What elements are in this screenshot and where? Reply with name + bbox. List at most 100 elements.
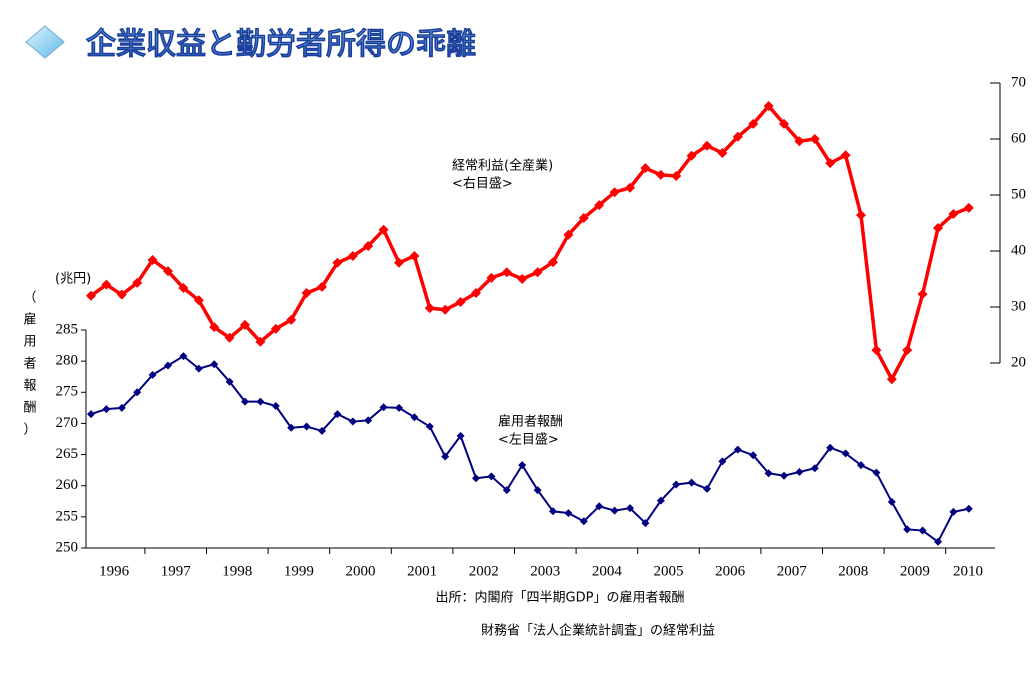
series-marker — [595, 502, 604, 511]
series-marker — [194, 364, 203, 373]
x-tick-label: 2007 — [777, 563, 808, 579]
series-marker — [809, 134, 820, 144]
series-marker — [903, 525, 912, 534]
series-marker — [409, 251, 420, 262]
series-marker — [672, 480, 681, 489]
series-marker — [810, 464, 819, 473]
series-marker — [486, 272, 497, 283]
series-marker — [87, 410, 95, 419]
x-tick-label: 1996 — [99, 563, 130, 579]
y-tick-label: 280 — [56, 353, 79, 369]
series-marker — [795, 468, 804, 477]
series-marker — [378, 224, 389, 235]
series-marker — [794, 136, 805, 147]
series-marker — [287, 423, 296, 432]
series-marker — [163, 266, 173, 277]
series-marker — [255, 336, 266, 347]
series-marker — [548, 257, 558, 268]
series-marker — [626, 504, 634, 513]
series-marker — [333, 410, 342, 419]
series-marker — [487, 472, 496, 481]
series-marker — [241, 397, 249, 406]
title-icon — [25, 25, 65, 59]
source: 財務省「法人企業統計調査」の経常利益 — [481, 623, 715, 639]
series-marker — [193, 295, 204, 306]
y2-tick-label: 50 — [1011, 186, 1026, 202]
series-marker — [564, 509, 573, 518]
series-marker — [318, 426, 326, 435]
series-marker — [902, 345, 913, 356]
series-marker — [641, 519, 650, 528]
series-marker — [364, 416, 373, 425]
y-label: 報 — [23, 379, 36, 394]
series-marker — [578, 212, 589, 223]
series-marker — [963, 202, 974, 213]
y-tick-label: 265 — [56, 446, 79, 462]
y-label-group: （ 雇用者報酬 ） — [23, 291, 36, 438]
y-tick-label: 255 — [56, 508, 79, 524]
series-marker — [394, 257, 404, 268]
series-marker — [224, 332, 235, 343]
series-marker — [671, 170, 682, 181]
x-tick-label: 2000 — [346, 563, 376, 579]
series-marker — [686, 150, 697, 161]
series-marker — [733, 445, 742, 454]
series-marker — [563, 229, 574, 240]
series-marker — [332, 257, 343, 268]
series-marker — [302, 422, 311, 431]
series-marker — [703, 484, 711, 493]
series-marker — [132, 277, 143, 288]
y2-tick-label: 70 — [1011, 74, 1026, 90]
series-marker — [718, 457, 727, 466]
series-marker — [209, 322, 220, 333]
series-marker — [441, 452, 450, 461]
y-tick-label: 250 — [56, 539, 79, 555]
series-marker — [964, 504, 973, 513]
series-marker — [717, 148, 728, 158]
annotation: 経常利益(全産業) — [452, 158, 553, 174]
series-marker — [640, 163, 651, 174]
series-marker — [764, 469, 773, 478]
series-marker — [856, 210, 866, 221]
series-marker — [748, 118, 759, 129]
series-marker — [549, 507, 557, 516]
series-marker — [533, 486, 542, 495]
y-label: 用 — [23, 335, 36, 350]
series-marker — [225, 377, 234, 386]
series-marker — [579, 517, 588, 526]
series-marker — [825, 158, 836, 169]
series-marker — [270, 323, 281, 334]
annotation: <左目盛> — [498, 433, 559, 448]
y-label: 酬 — [23, 401, 36, 416]
series-marker — [656, 496, 665, 505]
x-tick-label: 2004 — [592, 563, 623, 579]
series-marker — [347, 251, 358, 262]
series-marker — [518, 461, 527, 470]
series-marker — [501, 267, 512, 278]
series-marker — [918, 526, 927, 535]
series-marker — [117, 403, 126, 412]
series-marker — [841, 449, 850, 458]
series-marker — [779, 118, 789, 129]
series-marker — [102, 405, 111, 414]
series-marker — [826, 443, 835, 452]
series-marker — [933, 223, 943, 234]
x-tick-label: 2009 — [900, 563, 930, 579]
y2-tick-label: 40 — [1011, 242, 1026, 258]
series-marker — [395, 403, 403, 412]
series-marker — [594, 200, 605, 211]
series-marker — [164, 361, 172, 370]
series-marker — [625, 182, 635, 193]
series-marker — [702, 140, 712, 151]
x-tick-label: 2001 — [407, 563, 437, 579]
series-marker — [732, 131, 743, 142]
y-tick-label: 260 — [56, 477, 79, 493]
x-tick-label: 2008 — [838, 563, 868, 579]
x-tick-label: 1998 — [222, 563, 252, 579]
series-marker — [256, 397, 265, 406]
y-label: ） — [23, 423, 36, 438]
source: 出所：内閣府「四半期GDP」の雇用者報酬 — [436, 590, 685, 606]
series-marker — [949, 507, 958, 516]
series-marker — [147, 254, 158, 265]
